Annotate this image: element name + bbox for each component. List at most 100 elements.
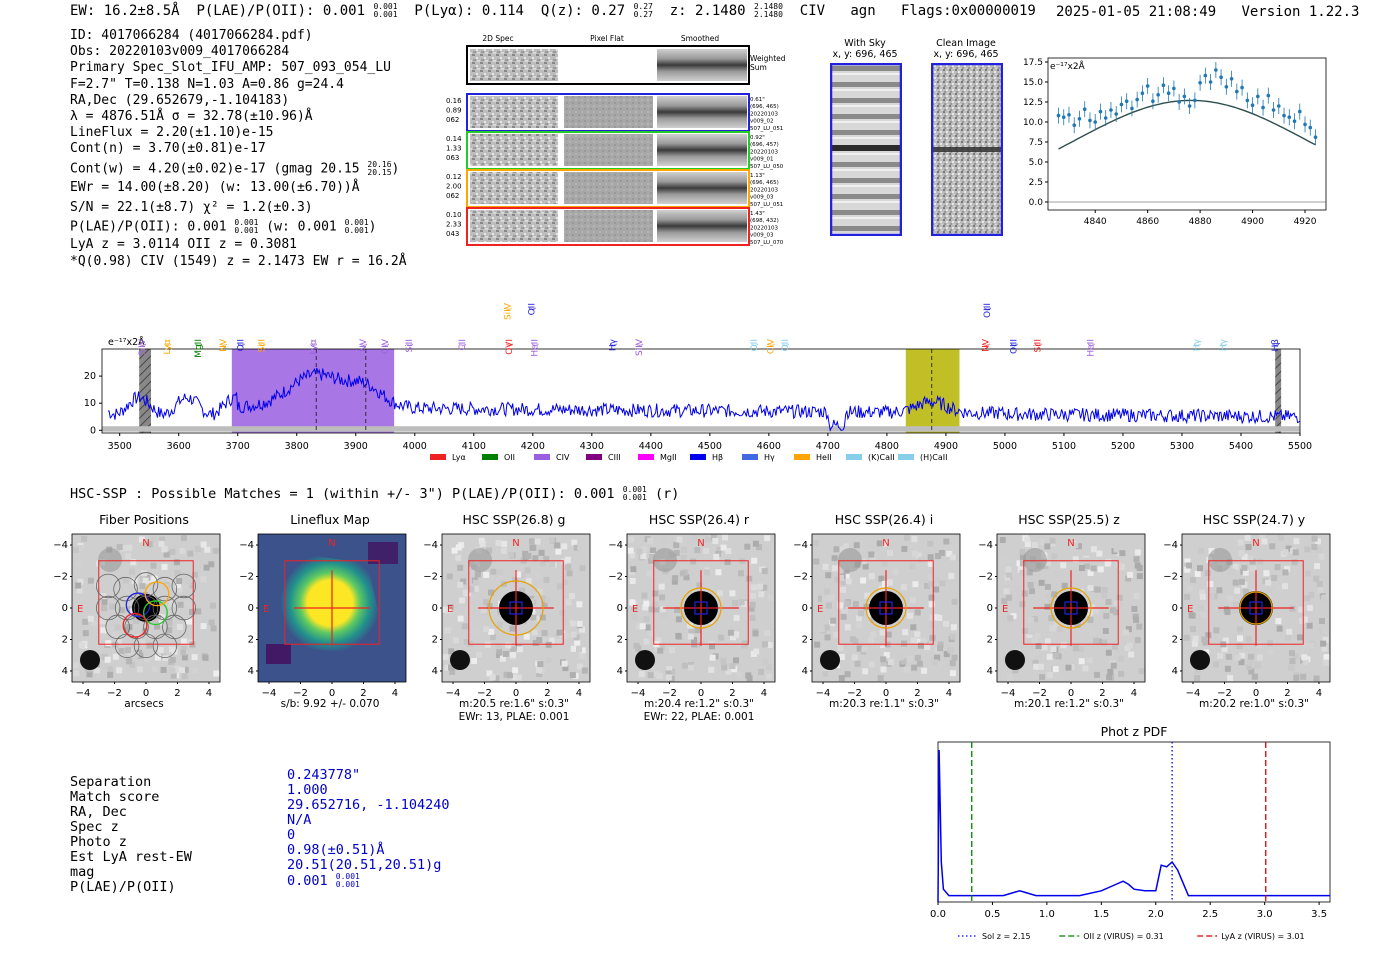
hsc-noise-pixel [176, 623, 183, 630]
hsc-noise-pixel [157, 619, 164, 626]
hsc-noise-pixel [169, 656, 176, 663]
hsc-noise-pixel [750, 592, 757, 599]
hsc-xtick-label: 2 [174, 688, 180, 699]
hsc-noise-pixel [1049, 625, 1056, 632]
zoom-data-point [1130, 106, 1134, 111]
hsc-noise-pixel [1191, 640, 1198, 647]
east-label: E [263, 604, 269, 615]
header-z: z: 2.1480 [669, 3, 746, 19]
hsc-noise-pixel [641, 592, 648, 599]
hsc-noise-pixel [644, 624, 651, 631]
hsc-noise-pixel [761, 584, 768, 591]
hsc-noise-pixel [929, 621, 936, 628]
hsc-noise-pixel [1055, 571, 1062, 578]
spec-line-bracket: { [238, 343, 246, 347]
hsc-noise-pixel [713, 553, 720, 560]
hsc-panel-caption: arcsecs [124, 698, 164, 710]
center-marker [879, 601, 893, 615]
hsc-noise-pixel [154, 654, 161, 661]
hsc-noise-pixel [175, 581, 182, 588]
row-left-label: 062 [446, 116, 459, 124]
zoom-data-point [1308, 125, 1313, 130]
hsc-noise-pixel [1031, 616, 1038, 623]
hsc-noise-pixel [720, 658, 727, 665]
zoom-data-point [1077, 117, 1082, 121]
header-flags: Flags:0x00000019 [900, 3, 1036, 19]
hsc-noise-pixel [562, 579, 569, 586]
hsc-noise-pixel [135, 634, 142, 641]
fiber-circle [171, 573, 196, 599]
spec-line-label: CII [458, 339, 468, 351]
hsc-xtick-label: −4 [1186, 688, 1201, 699]
hsc-noise-pixel [910, 624, 917, 631]
hsc-noise-pixel [868, 573, 875, 580]
hsc-noise-pixel [1291, 559, 1298, 566]
hsc-noise-pixel [139, 639, 146, 646]
spec-line-label: NV [359, 338, 369, 352]
hsc-noise-pixel [191, 571, 198, 578]
hsc-noise-pixel [536, 588, 543, 595]
hsc-noise-pixel [91, 619, 98, 626]
spec-line-label: SiII [257, 339, 267, 353]
hsc-noise-pixel [1231, 607, 1238, 614]
pdf-legend-label: Sol z = 2.15 [982, 932, 1031, 941]
info-q: *Q(0.98) CIV (1549) z = 2.1473 EW r = 16… [70, 253, 407, 269]
hsc-noise-pixel [163, 551, 170, 558]
hsc-noise-pixel [900, 658, 907, 665]
hsc-noise-pixel [1038, 579, 1045, 586]
hsc-xtick-label: 0 [1253, 688, 1259, 699]
hsc-noise-pixel [1238, 550, 1245, 557]
hsc-noise-pixel [536, 667, 543, 674]
hsc-noise-pixel [1133, 571, 1140, 578]
hsc-noise-pixel [509, 646, 516, 653]
hsc-noise-pixel [911, 550, 918, 557]
spec-legend-swatch [794, 454, 810, 460]
spec-line-bracket: { [258, 343, 266, 347]
hsc-companion-source [653, 548, 677, 572]
hsc-noise-pixel [561, 543, 568, 550]
hsc-noise-pixel [581, 667, 588, 674]
hsc-panel-caption: m:20.2 re:1.0" s:0.3" [1199, 698, 1309, 710]
pdf-xtick-label: 3.5 [1311, 909, 1327, 920]
hsc-ytick-label: 0 [248, 603, 254, 614]
hsc-noise-pixel [1214, 605, 1221, 612]
info-lineflux: LineFlux = 2.20(±1.10)e-15 [70, 125, 274, 141]
spec-xtick-label: 4400 [639, 441, 663, 452]
hsc-noise-pixel [576, 646, 583, 653]
hsc-noise-pixel [1034, 632, 1041, 639]
hsc-noise-pixel [660, 534, 667, 541]
spec-line-bracket: { [1194, 343, 1202, 347]
hsc-noise-pixel [478, 537, 485, 544]
hsc-noise-pixel [731, 632, 738, 639]
hsc-cutout-image: N E 4 −4 2 −2 0 0 −2 2 −4 4 [423, 533, 591, 699]
hsc-noise-pixel [1256, 654, 1263, 661]
hsc-noise-pixel [1089, 630, 1096, 637]
hsc-noise-pixel [125, 553, 132, 560]
zoom-xtick-label: 4880 [1189, 217, 1212, 227]
spec-line-bracket: { [609, 343, 617, 347]
hsc-ytick-label: 2 [987, 634, 993, 645]
hsc-noise-pixel [1131, 606, 1138, 613]
hsc-noise-pixel [114, 624, 121, 631]
hsc-noise-pixel [1289, 605, 1296, 612]
row-right-label: v009_01 [750, 157, 774, 163]
hsc-xtick-label: 2 [544, 688, 550, 699]
zoom-data-point [1166, 91, 1171, 95]
row-pixel-flat [564, 210, 653, 242]
hsc-noise-pixel [951, 654, 958, 661]
hsc-noise-pixel [1106, 674, 1113, 681]
row-right-label: 507_LU_050 [750, 164, 784, 170]
hsc-noise-pixel [666, 666, 673, 673]
spec-line-label: OVI [505, 339, 515, 355]
hsc-noise-pixel [1251, 673, 1258, 680]
hsc-noise-pixel [1047, 671, 1054, 678]
row-right-label: 1.43" [750, 211, 765, 217]
hsc-noise-pixel [1087, 570, 1094, 577]
hsc-noise-pixel [1052, 652, 1059, 659]
hsc-noise-pixel [177, 601, 184, 608]
hsc-noise-pixel [545, 657, 552, 664]
hsc-noise-pixel [1133, 592, 1140, 599]
hsc-noise-pixel [555, 548, 562, 555]
hsc-noise-pixel [828, 594, 835, 601]
row-right-label: (698, 432) [750, 218, 779, 224]
